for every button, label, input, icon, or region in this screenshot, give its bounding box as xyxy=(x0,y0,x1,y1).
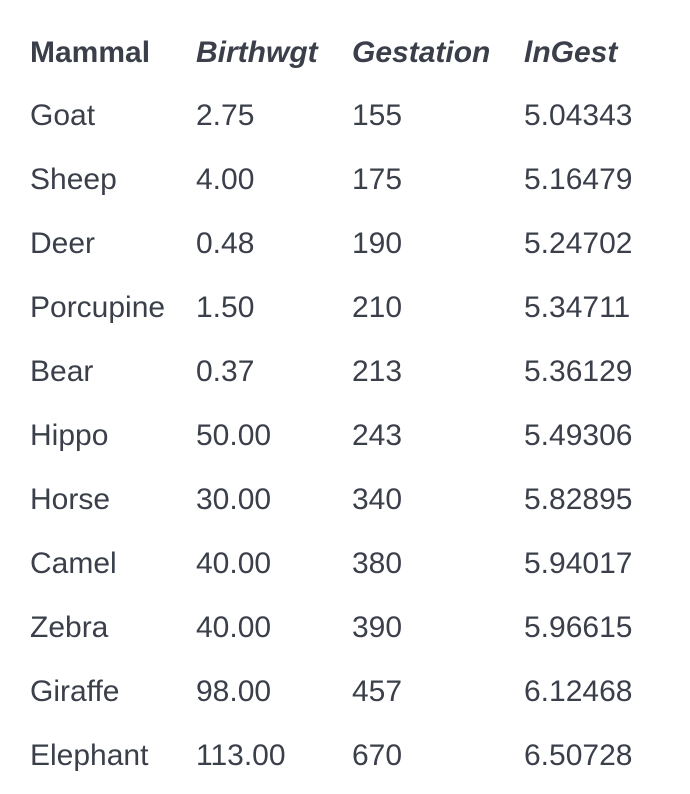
column-header-birthwgt[interactable]: Birthwgt xyxy=(196,36,318,69)
cell-mammal: Deer xyxy=(30,227,96,260)
cell-lngest: 5.16479 xyxy=(524,163,633,196)
cell-lngest: 5.24702 xyxy=(524,227,633,260)
cell-gestation: 380 xyxy=(352,547,403,580)
cell-mammal: Horse xyxy=(30,483,111,516)
column-header-gestation[interactable]: Gestation xyxy=(352,36,491,69)
cell-gestation: 190 xyxy=(352,227,403,260)
cell-birthwgt: 40.00 xyxy=(196,611,272,644)
cell-lngest: 5.82895 xyxy=(524,483,633,516)
cell-mammal: Hippo xyxy=(30,419,109,452)
cell-lngest: 5.94017 xyxy=(524,547,633,580)
cell-mammal: Sheep xyxy=(30,163,117,196)
cell-birthwgt: 30.00 xyxy=(196,483,272,516)
table-row: Hippo 50.00 243 5.49306 xyxy=(18,404,666,468)
column-header-lngest[interactable]: lnGest xyxy=(524,36,618,69)
cell-birthwgt: 98.00 xyxy=(196,675,272,708)
cell-lngest: 5.04343 xyxy=(524,99,633,132)
cell-mammal: Porcupine xyxy=(30,291,166,324)
cell-lngest: 6.50728 xyxy=(524,739,633,772)
cell-gestation: 457 xyxy=(352,675,403,708)
cell-lngest: 5.49306 xyxy=(524,419,633,452)
cell-birthwgt: 0.48 xyxy=(196,227,255,260)
cell-lngest: 5.34711 xyxy=(524,291,631,324)
cell-mammal: Giraffe xyxy=(30,675,120,708)
cell-mammal: Camel xyxy=(30,547,117,580)
table-row: Giraffe 98.00 457 6.12468 xyxy=(18,660,666,724)
table-row: Zebra 40.00 390 5.96615 xyxy=(18,596,666,660)
table-row: Horse 30.00 340 5.82895 xyxy=(18,468,666,532)
cell-gestation: 175 xyxy=(352,163,403,196)
table-row: Porcupine 1.50 210 5.34711 xyxy=(18,276,666,340)
cell-birthwgt: 0.37 xyxy=(196,355,255,388)
cell-gestation: 213 xyxy=(352,355,403,388)
table-row: Camel 40.00 380 5.94017 xyxy=(18,532,666,596)
table-row: Goat 2.75 155 5.04343 xyxy=(18,84,666,148)
cell-gestation: 390 xyxy=(352,611,403,644)
cell-gestation: 243 xyxy=(352,419,403,452)
mammal-data-table: Mammal Birthwgt Gestation lnGest Goat 2.… xyxy=(18,22,666,788)
cell-birthwgt: 1.50 xyxy=(196,291,255,324)
cell-birthwgt: 2.75 xyxy=(196,99,255,132)
cell-gestation: 670 xyxy=(352,739,403,772)
cell-birthwgt: 4.00 xyxy=(196,163,255,196)
table-row: Bear 0.37 213 5.36129 xyxy=(18,340,666,404)
cell-mammal: Goat xyxy=(30,99,96,132)
cell-gestation: 210 xyxy=(352,291,403,324)
cell-lngest: 6.12468 xyxy=(524,675,633,708)
table-row: Elephant 113.00 670 6.50728 xyxy=(18,724,666,788)
cell-birthwgt: 113.00 xyxy=(196,739,286,772)
cell-mammal: Bear xyxy=(30,355,94,388)
cell-mammal: Zebra xyxy=(30,611,109,644)
cell-lngest: 5.36129 xyxy=(524,355,633,388)
cell-mammal: Elephant xyxy=(30,739,149,772)
cell-birthwgt: 40.00 xyxy=(196,547,272,580)
table-row: Sheep 4.00 175 5.16479 xyxy=(18,148,666,212)
table-row: Deer 0.48 190 5.24702 xyxy=(18,212,666,276)
cell-gestation: 155 xyxy=(352,99,403,132)
cell-gestation: 340 xyxy=(352,483,403,516)
cell-birthwgt: 50.00 xyxy=(196,419,272,452)
column-header-mammal[interactable]: Mammal xyxy=(30,36,151,69)
cell-lngest: 5.96615 xyxy=(524,611,633,644)
table-header-row: Mammal Birthwgt Gestation lnGest xyxy=(18,22,666,84)
